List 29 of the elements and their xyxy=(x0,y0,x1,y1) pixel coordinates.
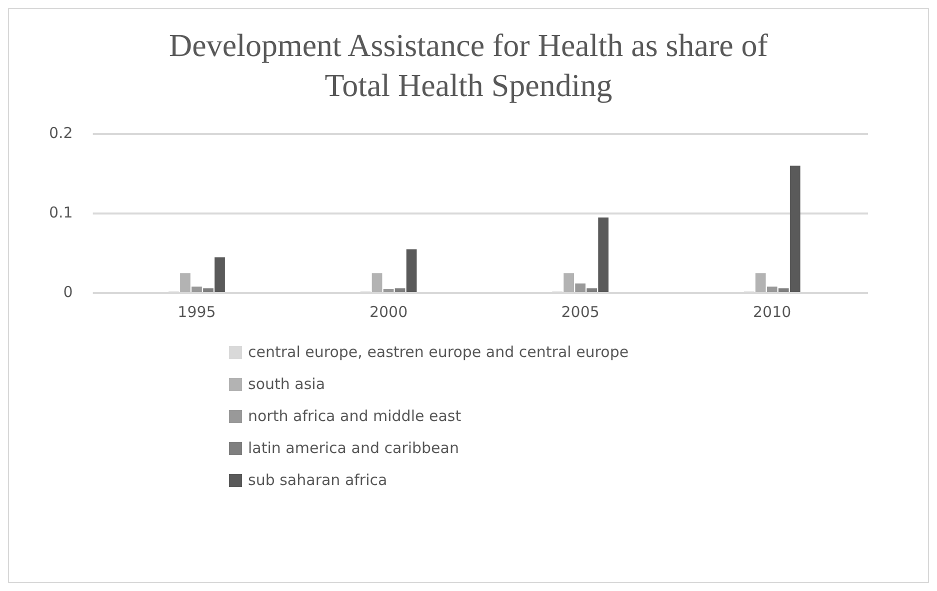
x-tick-label: 2010 xyxy=(753,302,792,321)
bar xyxy=(790,166,800,292)
bar xyxy=(755,273,766,292)
legend-label: sub saharan africa xyxy=(248,471,388,489)
legend-label: central europe, eastren europe and central europe xyxy=(248,343,629,361)
bar xyxy=(372,273,382,292)
legend-label: south asia xyxy=(248,375,326,393)
x-tick-label: 1995 xyxy=(178,302,216,321)
x-tick-label: 2005 xyxy=(561,302,600,321)
bar xyxy=(766,286,778,292)
bar xyxy=(180,273,190,292)
bar xyxy=(394,288,406,292)
bar xyxy=(383,289,394,292)
x-tick-label: 2000 xyxy=(369,302,408,321)
bar xyxy=(564,273,574,292)
y-tick-label: 0 xyxy=(63,282,73,301)
bar xyxy=(214,257,225,292)
bar xyxy=(203,288,214,292)
bar xyxy=(586,288,598,292)
bar xyxy=(575,283,586,292)
bar xyxy=(778,288,789,292)
legend-label: north africa and middle east xyxy=(248,407,462,425)
bar xyxy=(192,286,202,292)
bar xyxy=(598,217,609,292)
bar xyxy=(406,249,417,292)
y-tick-label: 0.2 xyxy=(48,124,73,142)
y-tick-label: 0.1 xyxy=(48,203,73,222)
legend-label: latin america and caribbean xyxy=(248,439,459,457)
chart-title: Development Assistance for Health as share of Total Health Spending xyxy=(168,26,769,105)
